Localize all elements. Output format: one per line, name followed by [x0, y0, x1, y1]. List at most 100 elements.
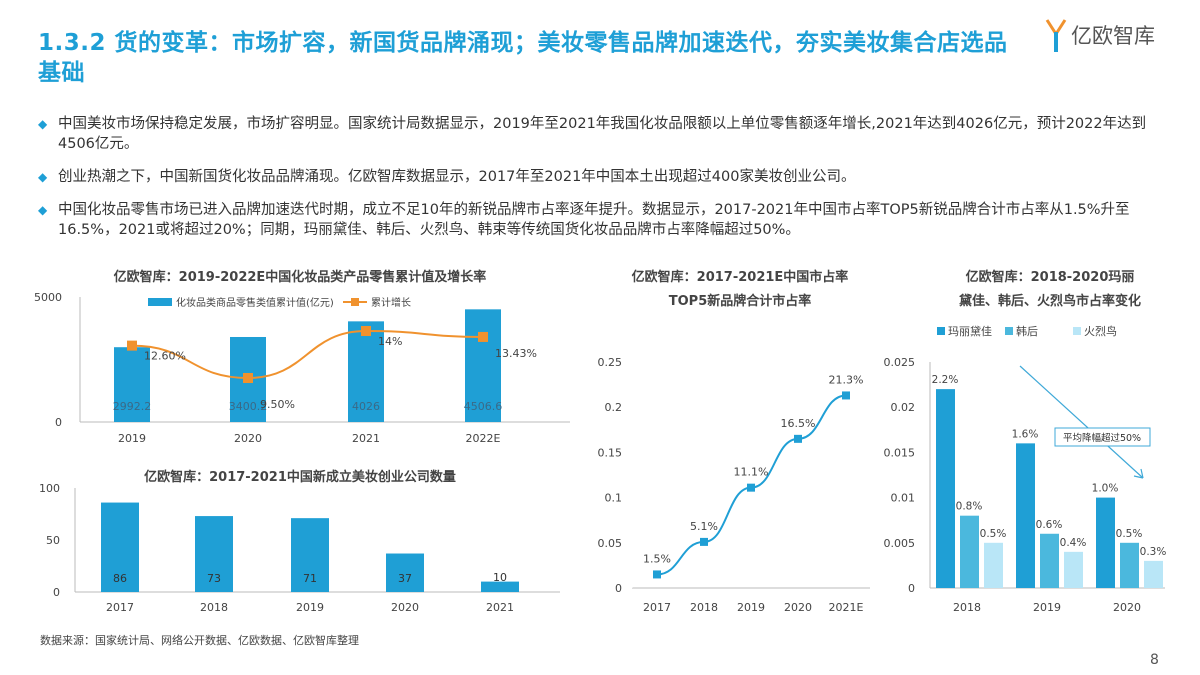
y-tick-label: 0.1 [605, 492, 623, 505]
share-marker [842, 391, 850, 400]
growth-marker [127, 340, 137, 351]
line-data-label: 9.50% [260, 398, 295, 411]
data-source: 数据来源：国家统计局、网络公开数据、亿欧数据、亿欧智库整理 [40, 634, 359, 647]
x-tick-label: 2019 [737, 601, 765, 614]
arrow-head-icon [1133, 468, 1144, 479]
bar [1144, 560, 1163, 588]
x-tick-label: 2019 [1033, 601, 1061, 614]
legend-swatch [937, 327, 945, 335]
bar-data-label: 2.2% [932, 374, 959, 386]
legend-marker [351, 298, 359, 306]
x-tick-label: 2017 [643, 601, 671, 614]
bullet-text: 中国化妆品零售市场已进入品牌加速迭代时期，成立不足10年的新锐品牌市占率逐年提升… [58, 202, 1130, 238]
share-marker [747, 483, 755, 492]
bar-data-label: 0.4% [1060, 537, 1087, 549]
bar-data-label: 1.6% [1012, 428, 1039, 440]
bar-data-label: 4506.6 [464, 400, 503, 413]
diamond-icon: ◆ [38, 170, 48, 184]
y-tick-label: 0.015 [884, 446, 916, 459]
bar-data-label: 37 [398, 572, 412, 585]
chart-title: TOP5新品牌合计市占率 [669, 293, 812, 309]
line-data-label: 21.3% [829, 373, 864, 386]
bar [1120, 542, 1139, 588]
y-tick-label: 0.05 [598, 537, 623, 550]
x-tick-label: 2017 [106, 601, 134, 614]
bar [984, 542, 1003, 588]
x-tick-label: 2019 [118, 432, 146, 445]
bar [386, 553, 424, 592]
bar [291, 518, 329, 592]
growth-marker [361, 326, 371, 336]
share-marker [794, 434, 802, 443]
line-data-label: 16.5% [781, 417, 816, 430]
bar [114, 347, 150, 422]
legend-label: 累计增长 [371, 296, 411, 309]
x-tick-label: 2019 [296, 601, 324, 614]
bar [1016, 443, 1035, 588]
y-tick-label: 100 [39, 482, 60, 495]
y-tick-label: 0 [53, 586, 60, 599]
x-tick-label: 2022E [466, 432, 501, 445]
y-tick-label: 0 [615, 582, 622, 595]
trend-arrow [1019, 365, 1144, 479]
logo-text: 亿欧智库 [1071, 24, 1155, 48]
y-tick-label: 0.2 [605, 401, 623, 414]
y-tick-label: 0.15 [598, 446, 623, 459]
legend-swatch [1073, 327, 1081, 335]
y-tick-label: 0.025 [884, 356, 916, 369]
chart-title: 亿欧智库：2017-2021中国新成立美妆创业公司数量 [144, 469, 456, 485]
bar-data-label: 0.6% [1036, 519, 1063, 531]
x-tick-label: 2018 [953, 601, 981, 614]
bar-data-label: 0.5% [1116, 528, 1143, 540]
legend-label: 玛丽黛佳 [948, 324, 992, 338]
line-data-label: 13.43% [495, 347, 537, 360]
line-data-label: 11.1% [734, 466, 769, 479]
bar-data-label: 86 [113, 572, 127, 585]
chart-title: 亿欧智库：2019-2022E中国化妆品类产品零售累计值及增长率 [114, 269, 487, 285]
bar-data-label: 4026 [352, 400, 380, 413]
y-tick-label: 0 [908, 582, 915, 595]
x-tick-label: 2021 [352, 432, 380, 445]
y-tick-label: 5000 [34, 291, 62, 304]
page-number: 8 [1150, 652, 1159, 668]
y-tick-label: 0.005 [884, 537, 916, 550]
line-data-label: 12.60% [144, 350, 186, 363]
y-tick-label: 0.25 [598, 356, 623, 369]
bar-data-label: 71 [303, 572, 317, 585]
page-title: 1.3.2 货的变革：市场扩容，新国货品牌涌现；美妆零售品牌加速迭代，夯实美妆集… [38, 30, 1008, 86]
line-data-label: 1.5% [643, 552, 671, 565]
bar-data-label: 73 [207, 572, 221, 585]
y-tick-label: 0.01 [891, 492, 916, 505]
chart-title: 黛佳、韩后、火烈鸟市占率变化 [958, 293, 1141, 309]
bar [101, 502, 139, 592]
bar [1096, 497, 1115, 588]
x-tick-label: 2018 [200, 601, 228, 614]
bar-data-label: 0.5% [980, 528, 1007, 540]
legend-swatch [1005, 327, 1013, 335]
bar [481, 581, 519, 592]
bar [465, 309, 501, 422]
bar-data-label: 10 [493, 571, 507, 584]
bullet-list: ◆ 中国美妆市场保持稳定发展，市场扩容明显。国家统计局数据显示，2019年至202… [38, 114, 1168, 253]
diamond-icon: ◆ [38, 203, 48, 217]
x-tick-label: 2020 [784, 601, 812, 614]
x-tick-label: 2021 [486, 601, 514, 614]
x-tick-label: 2020 [234, 432, 262, 445]
x-tick-label: 2020 [391, 601, 419, 614]
bar [348, 321, 384, 422]
bullet-item: ◆ 中国美妆市场保持稳定发展，市场扩容明显。国家统计局数据显示，2019年至202… [38, 114, 1168, 154]
bar [1064, 551, 1083, 588]
logo: 亿欧智库 [1045, 18, 1155, 52]
y-tick-label: 0.02 [891, 401, 916, 414]
line-data-label: 5.1% [690, 520, 718, 533]
bar-data-label: 2992.2 [113, 400, 152, 413]
logo-icon [1045, 19, 1067, 52]
growth-line [131, 329, 484, 380]
share-marker [653, 570, 661, 579]
annotation-text: 平均降幅超过50% [1063, 432, 1141, 444]
diamond-icon: ◆ [38, 117, 48, 131]
bar-data-label: 0.3% [1140, 546, 1167, 558]
x-tick-label: 2021E [829, 601, 864, 614]
y-tick-label: 50 [46, 534, 60, 547]
